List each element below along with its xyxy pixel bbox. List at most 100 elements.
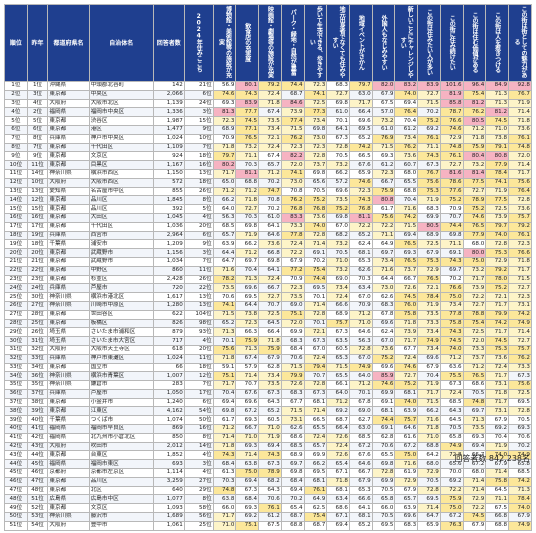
table-row: 36位 37位 兵庫県 芦屋市 1,050 17位 70.4 67.6 67.3 68.3 67.3… [4, 388, 532, 399]
table-cell: 73.5 [258, 380, 282, 390]
table-cell: 71.8 [326, 476, 350, 487]
table-cell: 大田区 [88, 212, 154, 223]
table-cell: 79.9 [280, 371, 305, 382]
table-cell: 62.6 [371, 292, 396, 302]
table-cell: 73.5 [462, 424, 487, 434]
table-cell: 17位 [4, 221, 28, 232]
table-cell: 73.6 [485, 353, 510, 364]
table-cell: 71.2 [439, 353, 464, 364]
table-cell: 74.6 [462, 212, 487, 223]
table-cell: 23位 [26, 274, 49, 285]
table-cell: 65.3 [349, 485, 373, 496]
table-cell: 71.9 [258, 432, 282, 443]
table-cell: 72.8 [349, 344, 373, 355]
table-cell: 11位 [26, 160, 49, 170]
column-header: この街は街としての魅力がある [508, 4, 532, 82]
table-cell: 79.4 [303, 362, 328, 373]
table-cell: 1,209 [152, 239, 185, 250]
table-cell: 63.0 [349, 89, 373, 100]
table-cell: 62.8 [371, 432, 396, 443]
column-header: 外国人もなじみやすい [371, 4, 396, 82]
table-cell: 京都市左京区 [88, 468, 154, 478]
table-cell: 63.4 [349, 283, 373, 294]
table-cell: 72.5 [508, 388, 532, 399]
table-cell: 67.7 [394, 344, 419, 355]
table-row: 16位 16位 東京都 大田区 1,045 4位 56.3 70.3 61.0 83.3 73.6 6… [4, 212, 532, 223]
table-cell: 37位 [4, 397, 28, 408]
table-cell: 74.7 [258, 186, 282, 197]
table-cell: 67.0 [371, 336, 396, 346]
table-cell: 73.4 [394, 133, 419, 144]
table-cell: 69.1 [371, 424, 396, 434]
table-cell: 72.7 [258, 292, 282, 302]
table-cell: 世田谷区 [88, 309, 154, 320]
table-cell: 2,066 [152, 89, 185, 100]
table-cell: 5位 [183, 204, 214, 214]
table-row: 17位 17位 東京都 千代田区 1,036 20位 68.5 69.8 64.1 73.3 74.… [4, 221, 532, 232]
table-cell: 北区 [88, 485, 154, 496]
table-cell: 71.7 [485, 300, 510, 311]
table-cell: 78.8 [462, 309, 487, 320]
table-cell: 72.5 [485, 204, 510, 214]
table-row: 32位 33位 兵庫県 神戸市東灘区 1,024 11位 71.8 67.4 67.9 70.6 7… [4, 353, 532, 364]
table-cell: 9位 [183, 124, 214, 135]
table-cell: 72.2 [371, 221, 396, 232]
table-cell: 75.2 [485, 283, 510, 294]
table-cell: 64.4 [212, 248, 237, 258]
table-cell: 2位 [26, 107, 49, 118]
table-cell: 73.5 [280, 292, 305, 302]
table-cell: 66.3 [235, 327, 260, 338]
table-cell: 46位 [26, 468, 49, 478]
table-cell: 36位 [4, 388, 28, 399]
table-cell: 1,280 [152, 300, 185, 311]
table-cell: 68.8 [235, 177, 260, 188]
table-cell: 71.5 [280, 406, 305, 417]
table-cell: 兵庫県 [47, 388, 90, 399]
table-cell: 72.7 [508, 283, 532, 294]
table-cell: 72.1 [303, 327, 328, 338]
table-cell: 沖縄県 [47, 81, 90, 91]
table-cell: 72.0 [508, 151, 532, 162]
table-cell: 72.4 [258, 142, 282, 153]
table-cell: 76.1 [258, 503, 282, 514]
table-cell: 71.7 [394, 336, 419, 346]
table-cell: 71.4 [485, 468, 510, 478]
table-cell: 70.5 [326, 248, 350, 258]
table-cell: 79.2 [258, 81, 282, 91]
table-cell: 63.0 [349, 424, 373, 434]
table-cell: 72.8 [303, 380, 328, 390]
table-cell: 69.9 [417, 212, 441, 223]
table-cell: 東京都 [47, 274, 90, 285]
table-cell: 3位 [183, 459, 214, 470]
table-cell: 70.9 [349, 300, 373, 311]
table-cell: 62.6 [280, 424, 305, 434]
table-cell: 64.1 [258, 265, 282, 276]
table-cell: 76.1 [439, 151, 464, 162]
table-cell: 70.4 [485, 432, 510, 443]
table-cell: 京都府 [47, 468, 90, 478]
table-cell: 65.2 [349, 133, 373, 144]
table-cell: 66.6 [326, 300, 350, 311]
table-cell: 64.0 [326, 388, 350, 399]
table-cell: 25位 [26, 318, 49, 329]
table-cell: 71.4 [508, 160, 532, 170]
table-cell: 兵庫県 [47, 353, 90, 364]
table-cell: 72.4 [303, 432, 328, 443]
table-cell: 8位 [26, 133, 49, 144]
table-cell: 69.8 [280, 468, 305, 478]
table-cell: 75.2 [417, 116, 441, 126]
table-cell: 72.0 [280, 160, 305, 170]
table-cell: 73.9 [462, 283, 487, 294]
table-cell: 74.2 [394, 212, 419, 223]
table-cell: 福岡市中央区 [88, 107, 154, 118]
table-cell: 78.7 [439, 107, 464, 118]
table-cell: 74.5 [235, 116, 260, 126]
table-cell: 71.8 [485, 388, 510, 399]
table-cell: 69.4 [258, 441, 282, 452]
table-cell: 6位 [183, 397, 214, 408]
table-cell: 76.1 [417, 133, 441, 144]
table-cell: 39位 [26, 406, 49, 417]
table-cell: 79.7 [212, 151, 237, 162]
table-cell: 大阪府 [47, 98, 90, 109]
table-cell: 71.7 [485, 327, 510, 338]
